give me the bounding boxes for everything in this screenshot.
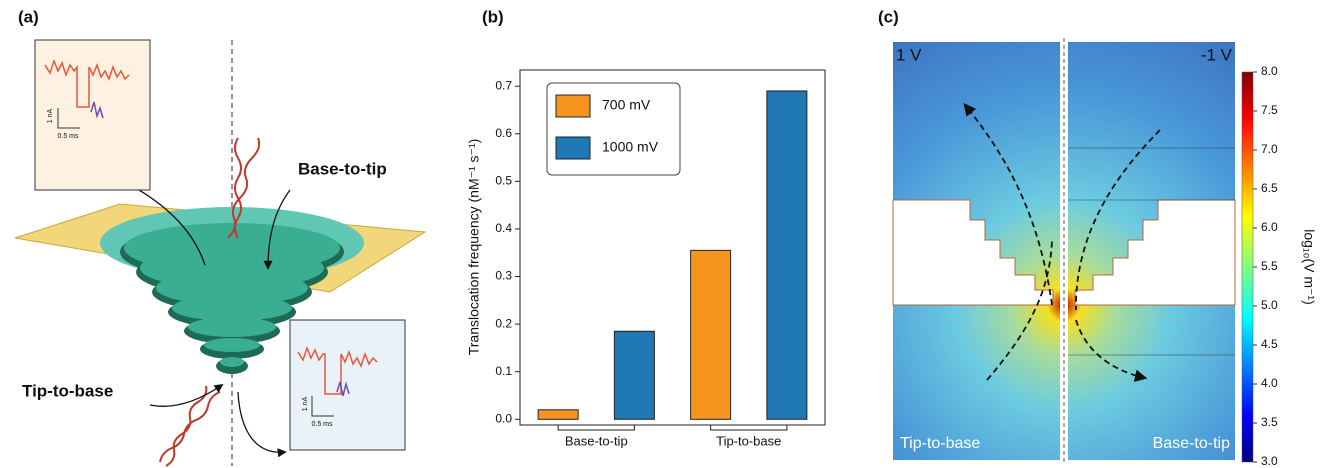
y-tick-label: 0.4 bbox=[495, 221, 512, 235]
arrow bbox=[238, 392, 285, 452]
panel-b: (b) Translocation frequency (nM⁻¹ s⁻¹) 0… bbox=[466, 7, 825, 448]
page: (a) Base-to-tip Tip-to-base 1 nA 0.5 ms … bbox=[0, 0, 1323, 468]
category-bracket bbox=[711, 425, 787, 430]
scale-label: 1 nA bbox=[302, 396, 309, 411]
y-tick-label: 0.1 bbox=[495, 364, 512, 378]
colorbar-tick-label: 5.0 bbox=[1261, 298, 1278, 312]
panel-a: (a) Base-to-tip Tip-to-base 1 nA 0.5 ms … bbox=[15, 7, 425, 466]
figure: (a) Base-to-tip Tip-to-base 1 nA 0.5 ms … bbox=[0, 0, 1323, 468]
colorbar bbox=[1242, 72, 1253, 462]
panel-label: (b) bbox=[482, 7, 504, 26]
colorbar-tick-label: 3.5 bbox=[1261, 415, 1278, 429]
colorbar-tick-label: 7.0 bbox=[1261, 142, 1278, 156]
y-tick-label: 0.3 bbox=[495, 269, 512, 283]
colorbar-tick-label: 3.0 bbox=[1261, 454, 1278, 468]
scale-label: 0.5 ms bbox=[57, 133, 79, 140]
colorbar-tick-label: 6.5 bbox=[1261, 181, 1278, 195]
inset-top: 1 nA 0.5 ms bbox=[35, 40, 150, 190]
bar bbox=[614, 331, 654, 419]
scale-label: 0.5 ms bbox=[311, 421, 333, 428]
x-tick-label: Base-to-tip bbox=[565, 433, 628, 448]
colorbar-tick-label: 8.0 bbox=[1261, 64, 1278, 78]
colorbar-label: log₁₀(V m⁻¹) bbox=[1301, 229, 1317, 304]
voltage-label: -1 V bbox=[1201, 45, 1233, 64]
voltage-label: 1 V bbox=[896, 45, 922, 64]
bar bbox=[691, 250, 731, 419]
y-axis-label: Translocation frequency (nM⁻¹ s⁻¹) bbox=[466, 139, 482, 356]
bar bbox=[538, 410, 578, 420]
panel-label: (c) bbox=[878, 7, 899, 26]
y-tick-label: 0.6 bbox=[495, 126, 512, 140]
panel-label: (a) bbox=[18, 7, 39, 26]
panel-c: (c) 1 V -1 V Tip-to-base Base-to-tip log… bbox=[878, 7, 1317, 462]
colorbar-tick-label: 5.5 bbox=[1261, 259, 1278, 273]
x-tick-label: Tip-to-base bbox=[716, 433, 781, 448]
annotation: Base-to-tip bbox=[298, 159, 387, 178]
scale-label: 1 nA bbox=[47, 108, 54, 123]
colorbar-tick-label: 4.0 bbox=[1261, 376, 1278, 390]
caption: Base-to-tip bbox=[1153, 435, 1230, 452]
category-bracket bbox=[558, 425, 634, 430]
arrow bbox=[150, 385, 222, 406]
y-tick-label: 0.5 bbox=[495, 174, 512, 188]
colorbar-tick-label: 6.0 bbox=[1261, 220, 1278, 234]
y-tick-label: 0.0 bbox=[495, 411, 512, 425]
colorbar-tick-label: 7.5 bbox=[1261, 103, 1278, 117]
y-tick-label: 0.7 bbox=[495, 78, 512, 92]
colorbar-tick-label: 4.5 bbox=[1261, 337, 1278, 351]
legend-swatch bbox=[556, 137, 590, 159]
bar bbox=[767, 91, 807, 419]
legend-swatch bbox=[556, 95, 590, 117]
annotation: Tip-to-base bbox=[22, 381, 113, 400]
caption: Tip-to-base bbox=[900, 435, 980, 452]
y-tick-label: 0.2 bbox=[495, 316, 512, 330]
legend-label: 1000 mV bbox=[602, 139, 659, 155]
legend-label: 700 mV bbox=[602, 97, 651, 113]
inset-bottom: 1 nA 0.5 ms bbox=[290, 320, 405, 450]
